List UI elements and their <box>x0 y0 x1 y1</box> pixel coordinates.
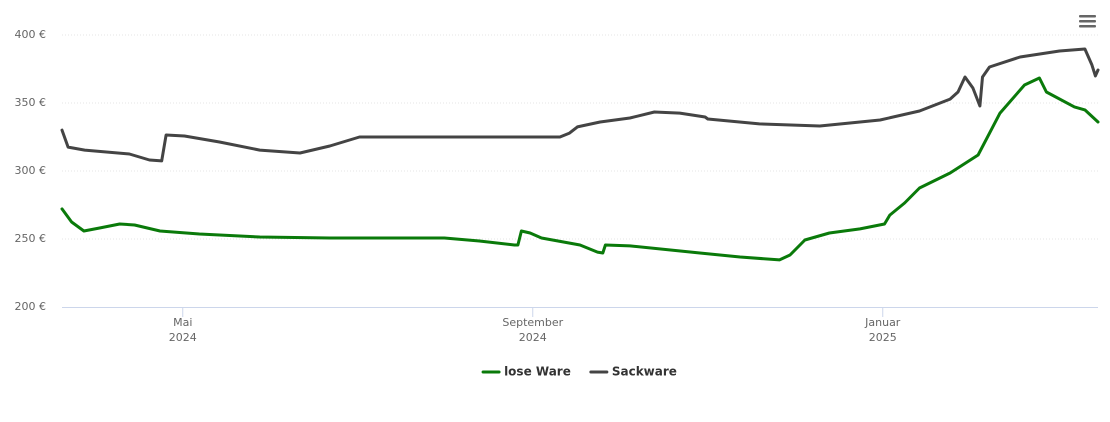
x-tick-label: Januar 2025 <box>864 316 901 344</box>
x-tick-label: September 2024 <box>502 316 563 344</box>
legend: lose Ware Sackware <box>481 365 677 379</box>
line-series <box>60 47 1100 163</box>
y-tick-label: 400 € <box>15 28 47 41</box>
x-tick-label: Mai 2024 <box>169 316 197 344</box>
y-tick-label: 300 € <box>15 164 47 177</box>
legend-label[interactable]: lose Ware <box>504 365 571 379</box>
menu-icon[interactable] <box>1079 15 1096 28</box>
y-tick-label: 250 € <box>15 232 47 245</box>
legend-label[interactable]: Sackware <box>612 365 677 379</box>
y-tick-label: 350 € <box>15 96 47 109</box>
y-tick-label: 200 € <box>15 300 47 313</box>
line-series <box>60 76 1100 262</box>
